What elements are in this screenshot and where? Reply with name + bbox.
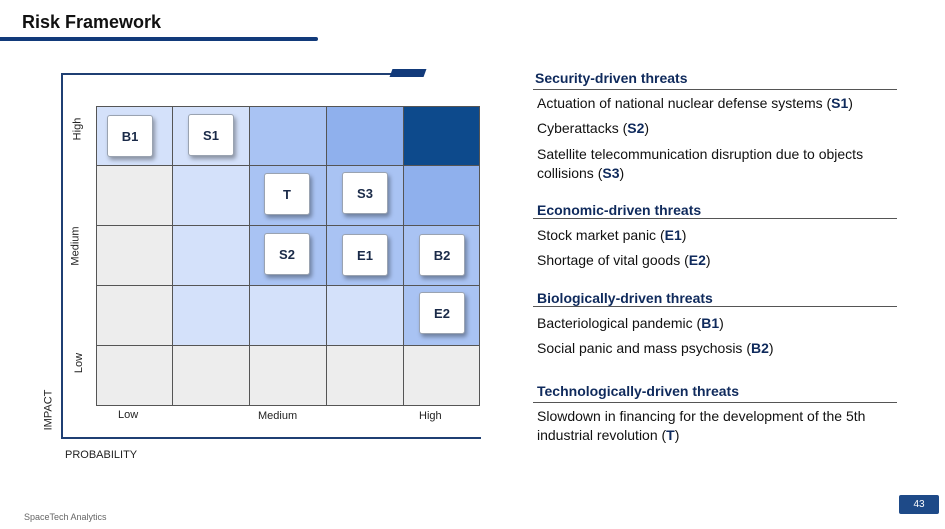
- threat-item: Actuation of national nuclear defense sy…: [537, 95, 853, 111]
- category-rule: [533, 218, 897, 219]
- matrix-frame-bottom: [61, 437, 481, 439]
- probability-label-high: High: [419, 410, 442, 422]
- page-title: Risk Framework: [22, 12, 162, 32]
- threat-item: Bacteriological pandemic (B1): [537, 315, 724, 331]
- impact-label-low: Low: [73, 352, 86, 374]
- matrix-cell: [249, 106, 327, 166]
- probability-label-low: Low: [118, 409, 139, 421]
- impact-label-medium: Medium: [69, 226, 82, 266]
- footer-brand: SpaceTech Analytics: [24, 512, 107, 522]
- threat-item: Cyberattacks (S2): [537, 120, 650, 136]
- category-title-biological: Biologically-driven threats: [537, 290, 713, 306]
- probability-axis-title: PROBABILITY: [65, 449, 138, 461]
- risk-badge-s2: S2: [264, 233, 310, 275]
- page-number: 43: [899, 495, 939, 514]
- matrix-cell: [326, 345, 404, 406]
- risk-badge-s1: S1: [188, 114, 234, 156]
- impact-axis-title: IMPACT: [42, 389, 55, 431]
- threat-item: Shortage of vital goods (E2): [537, 252, 711, 268]
- matrix-cell: [96, 165, 173, 226]
- risk-badge-e1: E1: [342, 234, 388, 276]
- matrix-cell: [326, 106, 404, 166]
- matrix-cell: [403, 165, 480, 226]
- threat-item: Stock market panic (E1): [537, 227, 687, 243]
- matrix-cell: [249, 285, 327, 346]
- matrix-cell: [96, 225, 173, 286]
- category-rule: [533, 402, 897, 403]
- category-title-security: Security-driven threats: [535, 70, 688, 86]
- category-rule: [533, 306, 897, 307]
- threat-item: Social panic and mass psychosis (B2): [537, 340, 774, 356]
- threat-item: Slowdown in financing for the developmen…: [537, 408, 866, 443]
- probability-label-medium: Medium: [258, 410, 298, 422]
- matrix-cell: [172, 345, 250, 406]
- matrix-frame-top: [61, 73, 393, 75]
- risk-badge-b1: B1: [107, 115, 153, 157]
- category-rule: [533, 89, 897, 90]
- risk-badge-s3: S3: [342, 172, 388, 214]
- category-title-technological: Technologically-driven threats: [537, 383, 740, 399]
- matrix-cell: [96, 285, 173, 346]
- matrix-cell: [326, 285, 404, 346]
- risk-badge-e2: E2: [419, 292, 465, 334]
- matrix-cell: [172, 165, 250, 226]
- category-title-economic: Economic-driven threats: [537, 202, 702, 218]
- matrix-cell: [172, 285, 250, 346]
- risk-badge-b2: B2: [419, 234, 465, 276]
- matrix-cell: [403, 106, 480, 166]
- impact-label-high: High: [71, 117, 84, 141]
- threat-item: Satellite telecommunication disruption d…: [537, 146, 864, 181]
- matrix-frame-left: [61, 73, 63, 439]
- matrix-cell: [403, 345, 480, 406]
- risk-badge-t: T: [264, 173, 310, 215]
- matrix-cell: [96, 345, 173, 406]
- matrix-frame-tab: [389, 69, 427, 77]
- matrix-cell: [172, 225, 250, 286]
- matrix-cell: [249, 345, 327, 406]
- title-underline: [0, 37, 318, 41]
